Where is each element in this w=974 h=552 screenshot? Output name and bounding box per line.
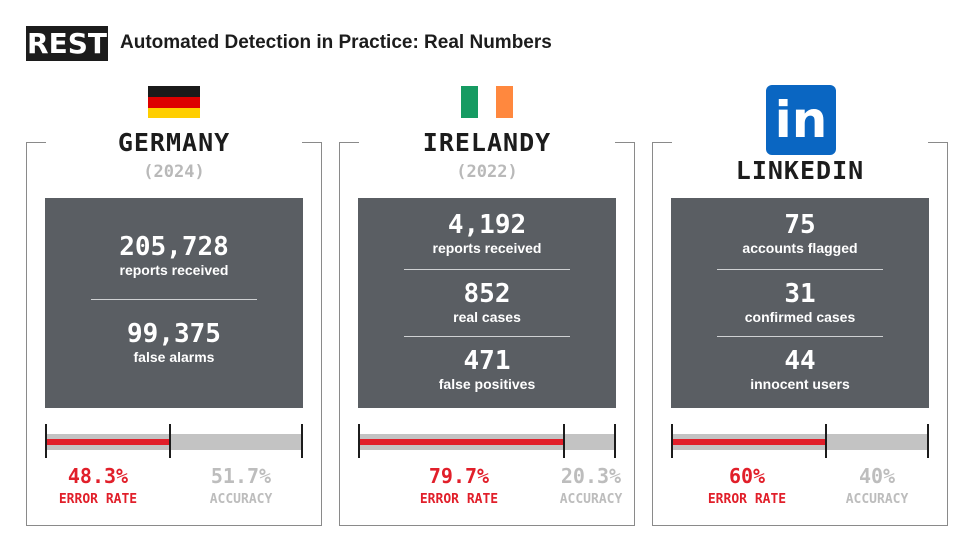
card-title: GERMANY [117, 128, 231, 157]
error-rate-fill [45, 439, 170, 445]
accuracy-value: 40% [858, 464, 896, 488]
divider [404, 269, 570, 270]
error-rate-value: 79.7% [428, 464, 490, 488]
divider [404, 336, 570, 337]
stat-false-positives: 471 false positives [438, 346, 536, 392]
accuracy-label: ACCURACY [209, 492, 273, 507]
error-rate-bar [45, 424, 303, 458]
germany-flag-icon [148, 86, 200, 118]
card-year: (2024) [143, 162, 205, 182]
germany-card: GERMANY (2024) 205,728 reports received … [26, 128, 322, 526]
linkedin-logo-icon: in [766, 85, 836, 155]
stats-panel: 4,192 reports received 852 real cases 47… [358, 198, 616, 408]
accuracy-value: 20.3% [560, 464, 622, 488]
error-rate-label: ERROR RATE [58, 492, 138, 507]
card-title: IRELANDY [422, 128, 552, 157]
error-rate-value: 60% [728, 464, 766, 488]
stat-innocent-users: 44 innocent users [750, 346, 850, 392]
page-title: Automated Detection in Practice: Real Nu… [120, 32, 552, 53]
error-rate-fill [358, 439, 564, 445]
divider [717, 336, 883, 337]
split-marker [824, 424, 827, 458]
split-marker [562, 424, 565, 458]
card-year: (2022) [456, 162, 518, 182]
error-rate-bar [358, 424, 616, 458]
split-marker [168, 424, 171, 458]
error-rate-label: ERROR RATE [707, 492, 787, 507]
error-rate-value: 48.3% [67, 464, 129, 488]
linkedin-card: LINKEDIN 75 accounts flagged 31 confirme… [652, 142, 948, 526]
accuracy-label: ACCURACY [845, 492, 909, 507]
stat-real-cases: 852 real cases [453, 279, 521, 325]
error-rate-fill [671, 439, 826, 445]
ireland-flag-icon [461, 86, 513, 118]
stat-reports-received: 205,728 reports received [119, 232, 229, 278]
stat-accounts-flagged: 75 accounts flagged [742, 210, 858, 256]
stat-false-alarms: 99,375 false alarms [127, 319, 221, 365]
divider [717, 269, 883, 270]
stats-panel: 75 accounts flagged 31 confirmed cases 4… [671, 198, 929, 408]
card-title: LINKEDIN [735, 156, 865, 185]
error-rate-label: ERROR RATE [419, 492, 499, 507]
error-rate-bar [671, 424, 929, 458]
stat-confirmed-cases: 31 confirmed cases [744, 279, 856, 325]
accuracy-value: 51.7% [210, 464, 272, 488]
accuracy-label: ACCURACY [559, 492, 623, 507]
ireland-card: IRELANDY (2022) 4,192 reports received 8… [339, 128, 635, 526]
rest-logo: REST [26, 26, 108, 61]
stats-panel: 205,728 reports received 99,375 false al… [45, 198, 303, 408]
divider [91, 299, 257, 300]
stat-reports-received: 4,192 reports received [432, 210, 542, 256]
